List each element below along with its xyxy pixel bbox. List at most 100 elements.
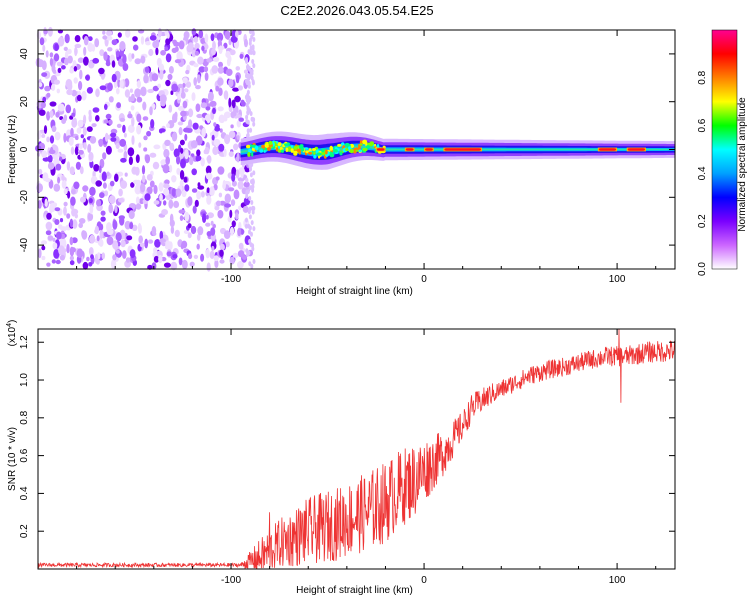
noise-blob xyxy=(100,210,106,216)
noise-blob xyxy=(136,113,142,123)
noise-blob xyxy=(78,149,84,155)
noise-blob xyxy=(64,33,70,44)
noise-blob xyxy=(186,44,193,53)
noise-blob xyxy=(47,235,54,241)
noise-blob xyxy=(155,47,159,56)
band-speckle xyxy=(359,140,363,145)
noise-blob xyxy=(112,254,117,261)
noise-blob xyxy=(157,83,162,89)
noise-blob xyxy=(197,74,201,84)
noise-blob xyxy=(73,117,77,127)
noise-blob xyxy=(51,259,56,264)
noise-blob xyxy=(237,250,245,258)
noise-blob xyxy=(74,35,81,43)
snr-panel: -100 0 100 0.2 0.4 0.6 0.8 1.0 1.2 Height of st… xyxy=(6,320,676,596)
noise-blob xyxy=(43,125,48,134)
noise-blob xyxy=(75,135,79,141)
noise-blob xyxy=(219,243,225,251)
noise-blob xyxy=(248,185,252,191)
noise-blob xyxy=(46,136,50,143)
noise-blob xyxy=(250,231,253,237)
band-speckle xyxy=(251,152,254,157)
noise-blob xyxy=(247,83,251,89)
noise-blob xyxy=(61,174,65,181)
noise-blob xyxy=(198,29,204,39)
noise-blob xyxy=(68,136,74,146)
snr-series-line xyxy=(37,328,676,570)
noise-blob xyxy=(69,246,75,257)
noise-blob xyxy=(61,65,66,70)
noise-blob xyxy=(119,138,127,147)
noise-blob xyxy=(235,212,239,220)
band-speckle xyxy=(333,149,338,153)
noise-blob xyxy=(209,250,215,259)
band-speckle xyxy=(349,148,354,154)
noise-blob xyxy=(41,245,46,251)
y-tick-label: -20 xyxy=(19,190,30,205)
noise-blob xyxy=(233,189,240,200)
noise-blob xyxy=(178,40,185,50)
noise-blob xyxy=(170,261,178,271)
noise-blob xyxy=(82,185,89,192)
noise-blob xyxy=(132,36,138,42)
noise-blob xyxy=(212,107,216,114)
x-tick-label: -100 xyxy=(221,274,241,285)
noise-blob xyxy=(67,82,73,91)
spectrogram-panel: -100 0 100 -40 -20 0 20 40 Height of straight … xyxy=(7,26,676,297)
noise-blob xyxy=(94,253,98,264)
noise-blob xyxy=(131,224,138,231)
noise-blob xyxy=(170,225,175,234)
noise-blob xyxy=(41,150,48,158)
noise-blob xyxy=(168,164,173,173)
noise-blob xyxy=(43,29,48,35)
noise-blob xyxy=(110,137,117,142)
noise-blob xyxy=(238,205,242,210)
noise-blob xyxy=(232,87,240,92)
noise-blob xyxy=(211,245,215,251)
band-speckle xyxy=(362,139,368,145)
noise-blob xyxy=(196,233,201,241)
noise-blob xyxy=(174,229,180,238)
noise-blob xyxy=(127,124,135,133)
noise-blob xyxy=(81,230,86,238)
noise-blob xyxy=(146,174,153,181)
noise-blob xyxy=(119,79,124,89)
noise-blob xyxy=(245,248,249,254)
band-speckle xyxy=(254,145,259,151)
noise-blob xyxy=(219,200,226,206)
noise-blob xyxy=(249,127,253,133)
noise-blob xyxy=(250,75,254,81)
noise-blob xyxy=(224,30,231,40)
noise-blob xyxy=(86,87,93,94)
noise-blob xyxy=(86,126,93,132)
noise-blob xyxy=(195,103,201,112)
noise-blob xyxy=(54,219,60,225)
noise-blob xyxy=(63,46,68,52)
noise-blob xyxy=(78,222,83,229)
noise-blob xyxy=(87,212,94,221)
snr-multiplier: (x104) xyxy=(6,320,18,347)
x-tick-label: -100 xyxy=(221,575,241,586)
noise-blob xyxy=(229,256,235,265)
noise-blob xyxy=(151,73,159,82)
noise-blob xyxy=(106,30,113,37)
noise-blob xyxy=(58,245,65,256)
noise-blob xyxy=(249,37,252,43)
noise-blob xyxy=(223,90,229,100)
noise-blob xyxy=(39,37,45,46)
noise-blob xyxy=(245,118,249,124)
noise-blob xyxy=(112,240,119,250)
noise-blob xyxy=(165,240,171,249)
noise-blob xyxy=(196,149,201,157)
noise-blob xyxy=(116,88,120,95)
noise-blob xyxy=(247,49,251,55)
noise-blob xyxy=(163,188,170,196)
noise-blob xyxy=(203,66,209,73)
noise-blob xyxy=(225,50,231,59)
peak-segment xyxy=(598,148,617,151)
noise-blob xyxy=(118,197,125,203)
noise-blob xyxy=(58,224,63,229)
noise-blob xyxy=(74,213,79,219)
noise-blob xyxy=(124,89,130,98)
peak-segment xyxy=(405,148,414,151)
